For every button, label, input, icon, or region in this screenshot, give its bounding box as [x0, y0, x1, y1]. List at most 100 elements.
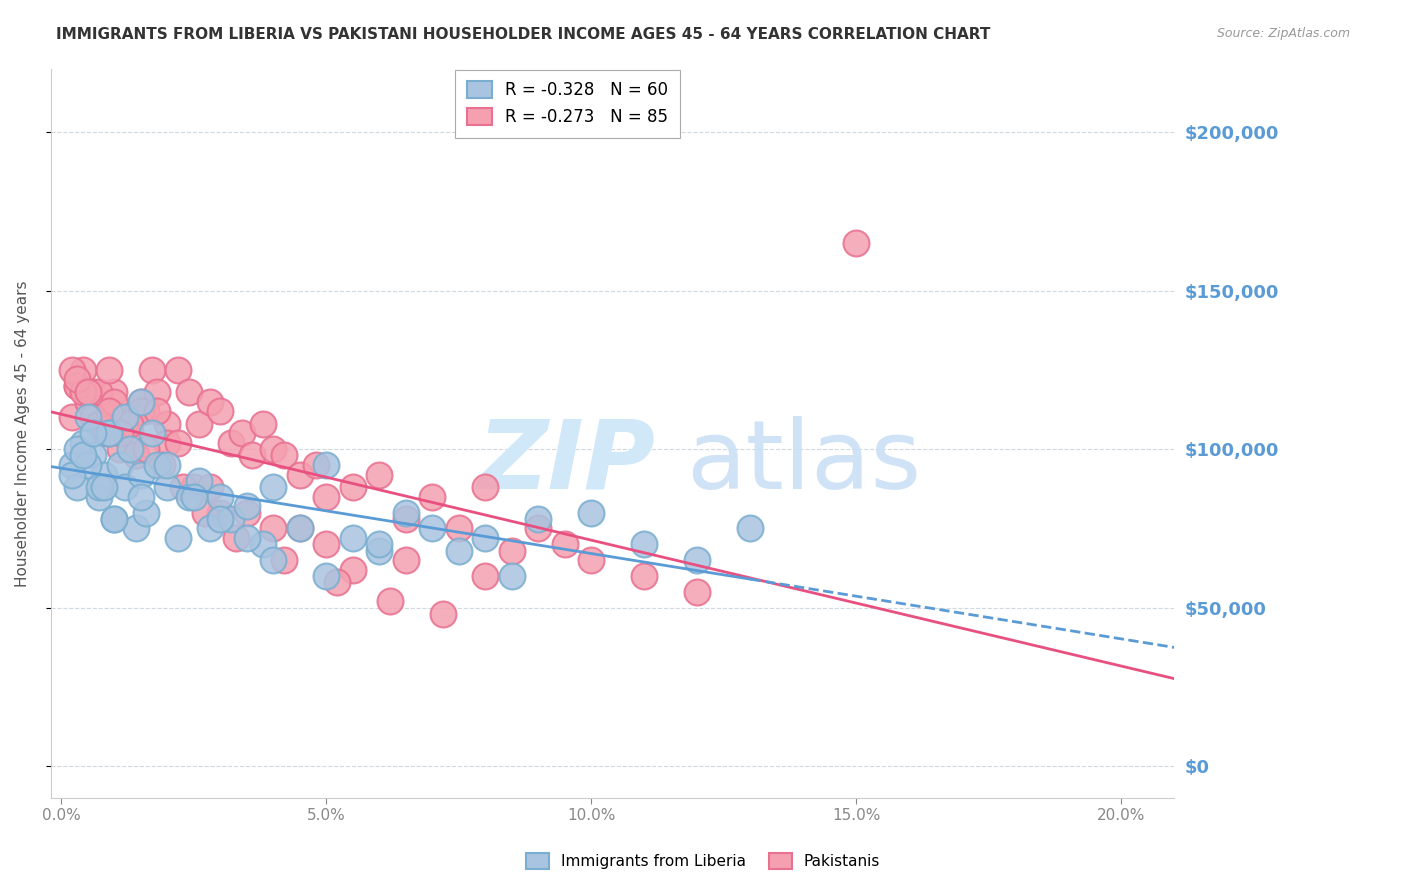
- Point: [129, 394, 152, 409]
- Point: [474, 569, 496, 583]
- Point: [124, 521, 146, 535]
- Point: [141, 426, 163, 441]
- Point: [273, 553, 295, 567]
- Point: [501, 543, 523, 558]
- Point: [209, 506, 232, 520]
- Point: [236, 500, 259, 514]
- Point: [98, 426, 121, 441]
- Point: [581, 506, 603, 520]
- Point: [198, 521, 221, 535]
- Point: [77, 385, 100, 400]
- Point: [120, 417, 142, 431]
- Point: [77, 394, 100, 409]
- Point: [845, 235, 868, 250]
- Point: [474, 531, 496, 545]
- Point: [72, 363, 94, 377]
- Legend: Immigrants from Liberia, Pakistanis: Immigrants from Liberia, Pakistanis: [520, 847, 886, 875]
- Point: [87, 417, 110, 431]
- Point: [108, 458, 131, 472]
- Point: [103, 512, 125, 526]
- Point: [82, 426, 104, 441]
- Point: [288, 467, 311, 482]
- Point: [77, 410, 100, 425]
- Point: [315, 490, 337, 504]
- Point: [129, 467, 152, 482]
- Point: [219, 512, 242, 526]
- Point: [72, 435, 94, 450]
- Point: [633, 537, 655, 551]
- Point: [93, 467, 115, 482]
- Point: [342, 563, 364, 577]
- Point: [135, 506, 157, 520]
- Point: [146, 385, 169, 400]
- Point: [66, 372, 89, 386]
- Point: [188, 417, 211, 431]
- Text: Source: ZipAtlas.com: Source: ZipAtlas.com: [1216, 27, 1350, 40]
- Point: [315, 569, 337, 583]
- Point: [98, 426, 121, 441]
- Point: [103, 394, 125, 409]
- Point: [288, 521, 311, 535]
- Point: [305, 458, 328, 472]
- Point: [156, 417, 179, 431]
- Point: [103, 385, 125, 400]
- Point: [686, 553, 709, 567]
- Point: [686, 585, 709, 599]
- Point: [395, 506, 418, 520]
- Point: [114, 480, 136, 494]
- Point: [177, 385, 200, 400]
- Point: [129, 404, 152, 418]
- Point: [183, 490, 205, 504]
- Point: [252, 417, 274, 431]
- Point: [120, 426, 142, 441]
- Point: [114, 410, 136, 425]
- Point: [156, 458, 179, 472]
- Point: [554, 537, 576, 551]
- Point: [225, 531, 247, 545]
- Point: [395, 553, 418, 567]
- Point: [120, 442, 142, 457]
- Point: [114, 410, 136, 425]
- Point: [240, 449, 263, 463]
- Point: [114, 417, 136, 431]
- Point: [262, 480, 284, 494]
- Point: [129, 394, 152, 409]
- Point: [422, 490, 444, 504]
- Point: [581, 553, 603, 567]
- Point: [167, 363, 190, 377]
- Point: [422, 521, 444, 535]
- Point: [432, 607, 454, 621]
- Point: [209, 490, 232, 504]
- Point: [262, 442, 284, 457]
- Point: [167, 531, 190, 545]
- Point: [447, 521, 470, 535]
- Point: [342, 531, 364, 545]
- Y-axis label: Householder Income Ages 45 - 64 years: Householder Income Ages 45 - 64 years: [15, 280, 30, 587]
- Point: [98, 404, 121, 418]
- Point: [378, 594, 401, 608]
- Point: [135, 404, 157, 418]
- Point: [103, 512, 125, 526]
- Point: [236, 506, 259, 520]
- Point: [156, 435, 179, 450]
- Point: [527, 512, 550, 526]
- Point: [315, 537, 337, 551]
- Point: [60, 410, 83, 425]
- Point: [135, 442, 157, 457]
- Text: ZIP: ZIP: [478, 416, 655, 509]
- Point: [177, 490, 200, 504]
- Point: [72, 385, 94, 400]
- Point: [60, 458, 83, 472]
- Point: [167, 435, 190, 450]
- Point: [219, 435, 242, 450]
- Point: [82, 410, 104, 425]
- Point: [273, 449, 295, 463]
- Point: [368, 467, 391, 482]
- Point: [108, 442, 131, 457]
- Point: [87, 417, 110, 431]
- Point: [474, 480, 496, 494]
- Point: [231, 426, 253, 441]
- Point: [108, 426, 131, 441]
- Point: [183, 480, 205, 494]
- Point: [527, 521, 550, 535]
